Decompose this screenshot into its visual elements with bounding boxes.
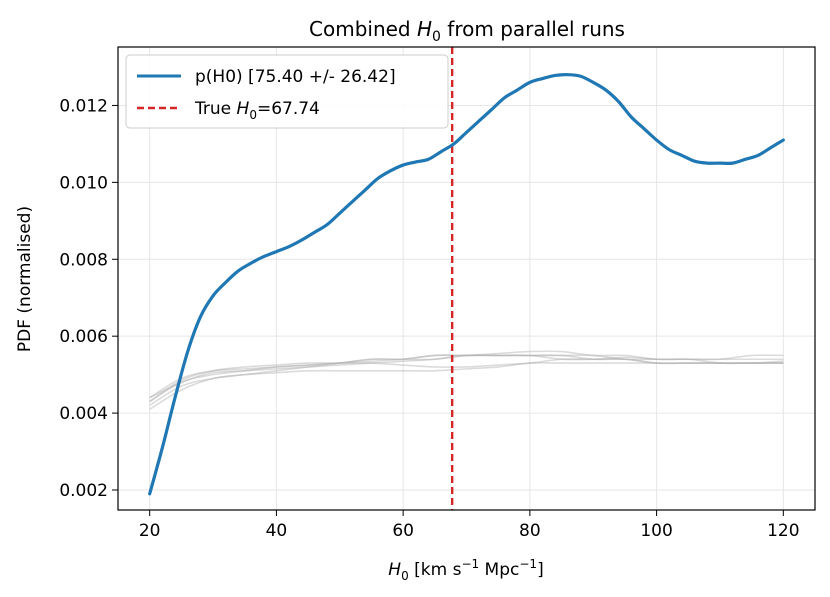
y-tick-label: 0.010 — [59, 173, 108, 193]
x-axis-label: H0 [km s−1 Mpc−1] — [388, 557, 543, 583]
y-tick-label: 0.008 — [59, 250, 108, 270]
y-tick-label: 0.006 — [59, 327, 108, 347]
legend-label-posterior: p(H0) [75.40 +/- 26.42] — [195, 67, 396, 87]
posterior-line — [148, 73, 785, 496]
y-axis: 0.002 0.004 0.006 0.008 0.010 0.012 — [59, 96, 118, 501]
run-line — [149, 356, 784, 403]
background-runs — [149, 350, 784, 410]
chart-title: Combined H0 from parallel runs — [309, 17, 625, 45]
grid — [118, 47, 815, 510]
run-line — [149, 354, 784, 403]
run-line — [149, 350, 784, 399]
x-tick-label: 100 — [640, 521, 672, 541]
legend: p(H0) [75.40 +/- 26.42] True H0=67.74 — [125, 54, 449, 129]
axes-frame — [117, 46, 816, 511]
x-tick-label: 40 — [266, 521, 288, 541]
y-tick-label: 0.012 — [59, 96, 108, 116]
run-line — [149, 354, 784, 399]
x-tick-label: 20 — [139, 521, 161, 541]
y-tick-label: 0.002 — [59, 481, 108, 501]
x-axis: 20 40 60 80 100 120 — [139, 510, 800, 541]
legend-label-true-h0: True H0=67.74 — [194, 99, 320, 122]
main-series-group — [148, 73, 785, 496]
x-tick-label: 60 — [392, 521, 414, 541]
run-line — [149, 354, 784, 407]
y-tick-label: 0.004 — [59, 404, 108, 424]
x-tick-label: 120 — [767, 521, 799, 541]
legend-box — [125, 54, 449, 129]
y-axis-label: PDF (normalised) — [15, 206, 35, 352]
run-line — [149, 362, 784, 410]
x-tick-label: 80 — [519, 521, 541, 541]
